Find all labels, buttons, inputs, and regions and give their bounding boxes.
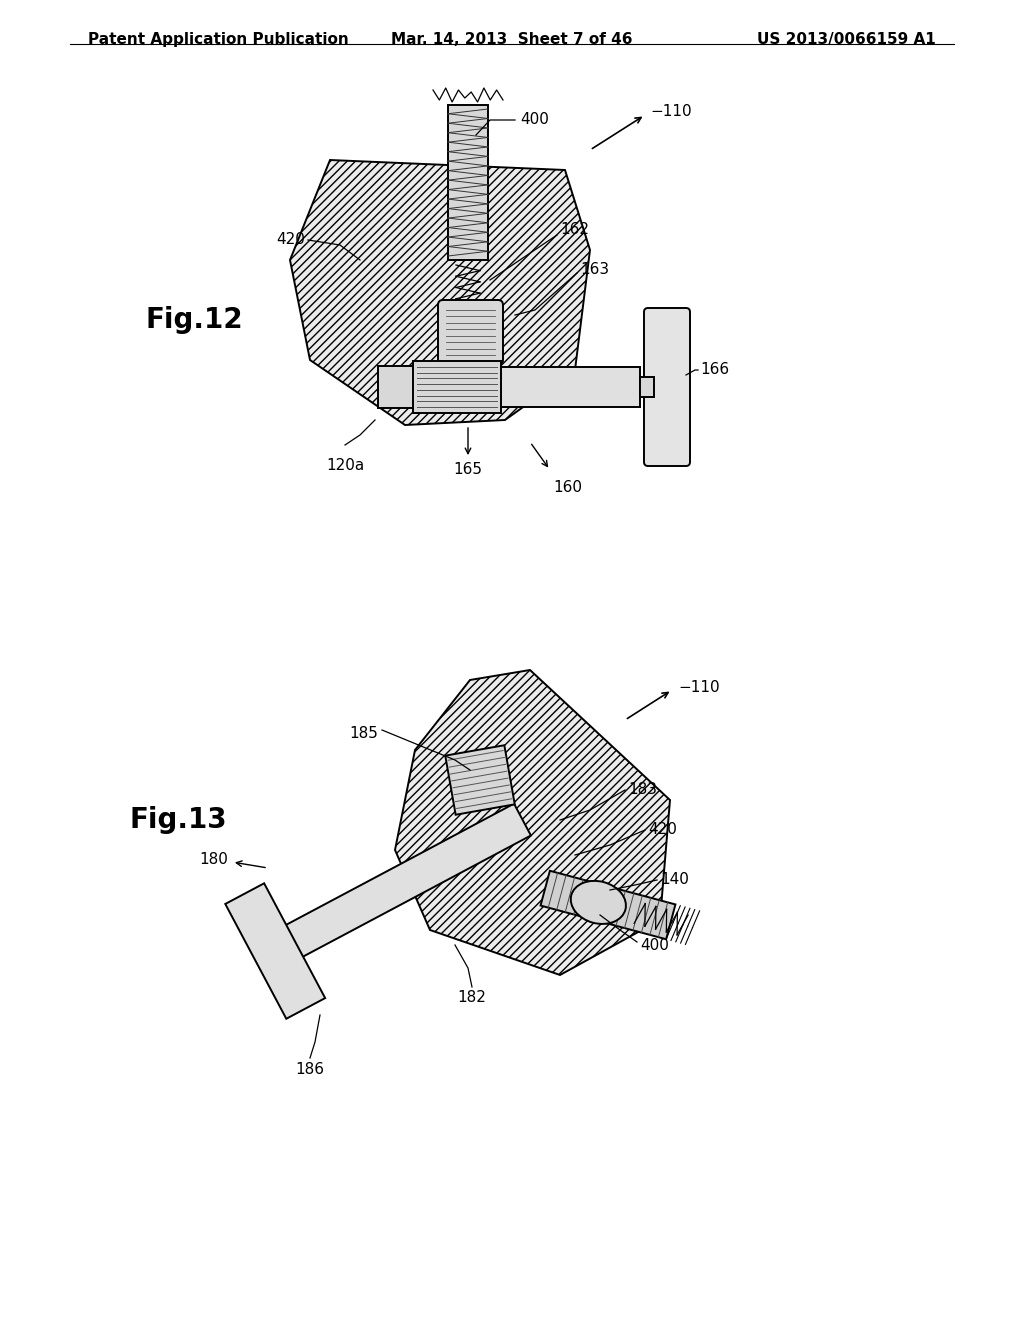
Text: 180: 180 [199, 853, 228, 867]
Polygon shape [541, 871, 676, 940]
Polygon shape [290, 160, 590, 425]
Text: Fig.13: Fig.13 [130, 807, 227, 834]
Polygon shape [395, 671, 670, 975]
Text: 420: 420 [276, 232, 305, 248]
Bar [501, 367, 640, 407]
Text: 420: 420 [648, 822, 677, 837]
Polygon shape [225, 883, 326, 1019]
Bar [378, 366, 416, 408]
Ellipse shape [570, 880, 626, 924]
Text: 183: 183 [628, 783, 657, 797]
Text: −110: −110 [650, 104, 691, 120]
Text: 186: 186 [296, 1063, 325, 1077]
Text: 120a: 120a [326, 458, 365, 473]
Text: 166: 166 [700, 363, 729, 378]
Text: 163: 163 [580, 263, 609, 277]
Text: 400: 400 [640, 937, 669, 953]
Text: 182: 182 [458, 990, 486, 1005]
Text: Mar. 14, 2013  Sheet 7 of 46: Mar. 14, 2013 Sheet 7 of 46 [391, 32, 633, 48]
Text: −110: −110 [678, 680, 720, 694]
Polygon shape [249, 804, 530, 977]
Text: 160: 160 [554, 480, 583, 495]
Text: 140: 140 [660, 873, 689, 887]
Text: Fig.12: Fig.12 [145, 306, 243, 334]
FancyBboxPatch shape [438, 300, 503, 366]
Bar [413, 360, 501, 413]
Text: 165: 165 [454, 462, 482, 477]
Bar [640, 378, 654, 397]
Polygon shape [445, 746, 515, 814]
Text: 162: 162 [560, 223, 589, 238]
Text: 185: 185 [349, 726, 378, 741]
FancyBboxPatch shape [644, 308, 690, 466]
Bar [449, 106, 488, 260]
Text: 400: 400 [520, 112, 549, 128]
Text: Patent Application Publication: Patent Application Publication [88, 32, 349, 48]
Text: US 2013/0066159 A1: US 2013/0066159 A1 [758, 32, 936, 48]
